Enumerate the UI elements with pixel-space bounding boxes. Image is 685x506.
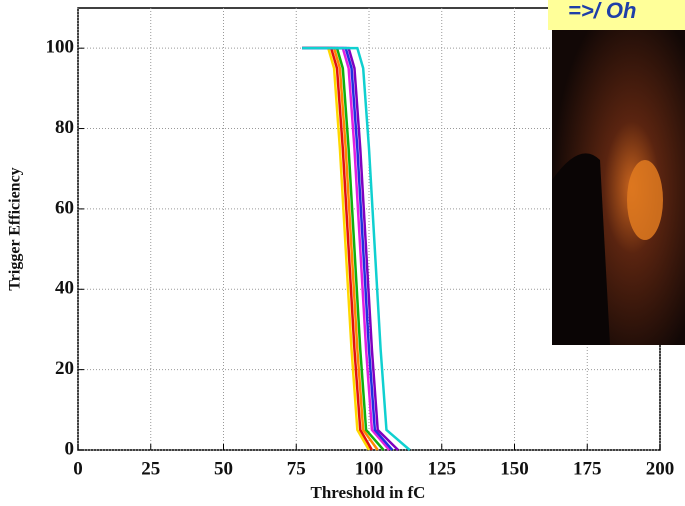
y-tick-label: 0 xyxy=(65,438,75,459)
x-tick-label: 200 xyxy=(646,458,675,479)
x-tick-label: 125 xyxy=(428,458,457,479)
note-box xyxy=(548,0,685,30)
x-tick-label: 75 xyxy=(287,458,306,479)
y-axis-label: Trigger Efficiency xyxy=(7,167,24,290)
efficiency-curve xyxy=(302,46,385,451)
efficiency-curve xyxy=(302,46,371,451)
y-tick-label: 80 xyxy=(55,117,74,138)
efficiency-curve xyxy=(302,46,373,451)
x-tick-label: 50 xyxy=(214,458,233,479)
photo-fire xyxy=(627,160,663,240)
y-tick-label: 100 xyxy=(46,37,75,58)
y-tick-label: 40 xyxy=(55,278,74,299)
efficiency-curve xyxy=(302,46,391,451)
photo-silhouette xyxy=(552,153,610,345)
x-tick-label: 150 xyxy=(500,458,529,479)
efficiency-curve xyxy=(302,46,379,451)
y-tick-label: 60 xyxy=(55,197,74,218)
x-axis-label: Threshold in fC xyxy=(311,483,426,502)
x-tick-label: 0 xyxy=(73,458,83,479)
x-tick-label: 100 xyxy=(355,458,384,479)
y-tick-label: 20 xyxy=(55,358,74,379)
note-text: =>/ Oh xyxy=(568,0,636,23)
efficiency-curve xyxy=(302,46,411,451)
efficiency-curve xyxy=(302,46,399,451)
x-tick-label: 25 xyxy=(141,458,160,479)
x-tick-label: 175 xyxy=(573,458,602,479)
efficiency-curve xyxy=(302,46,394,451)
